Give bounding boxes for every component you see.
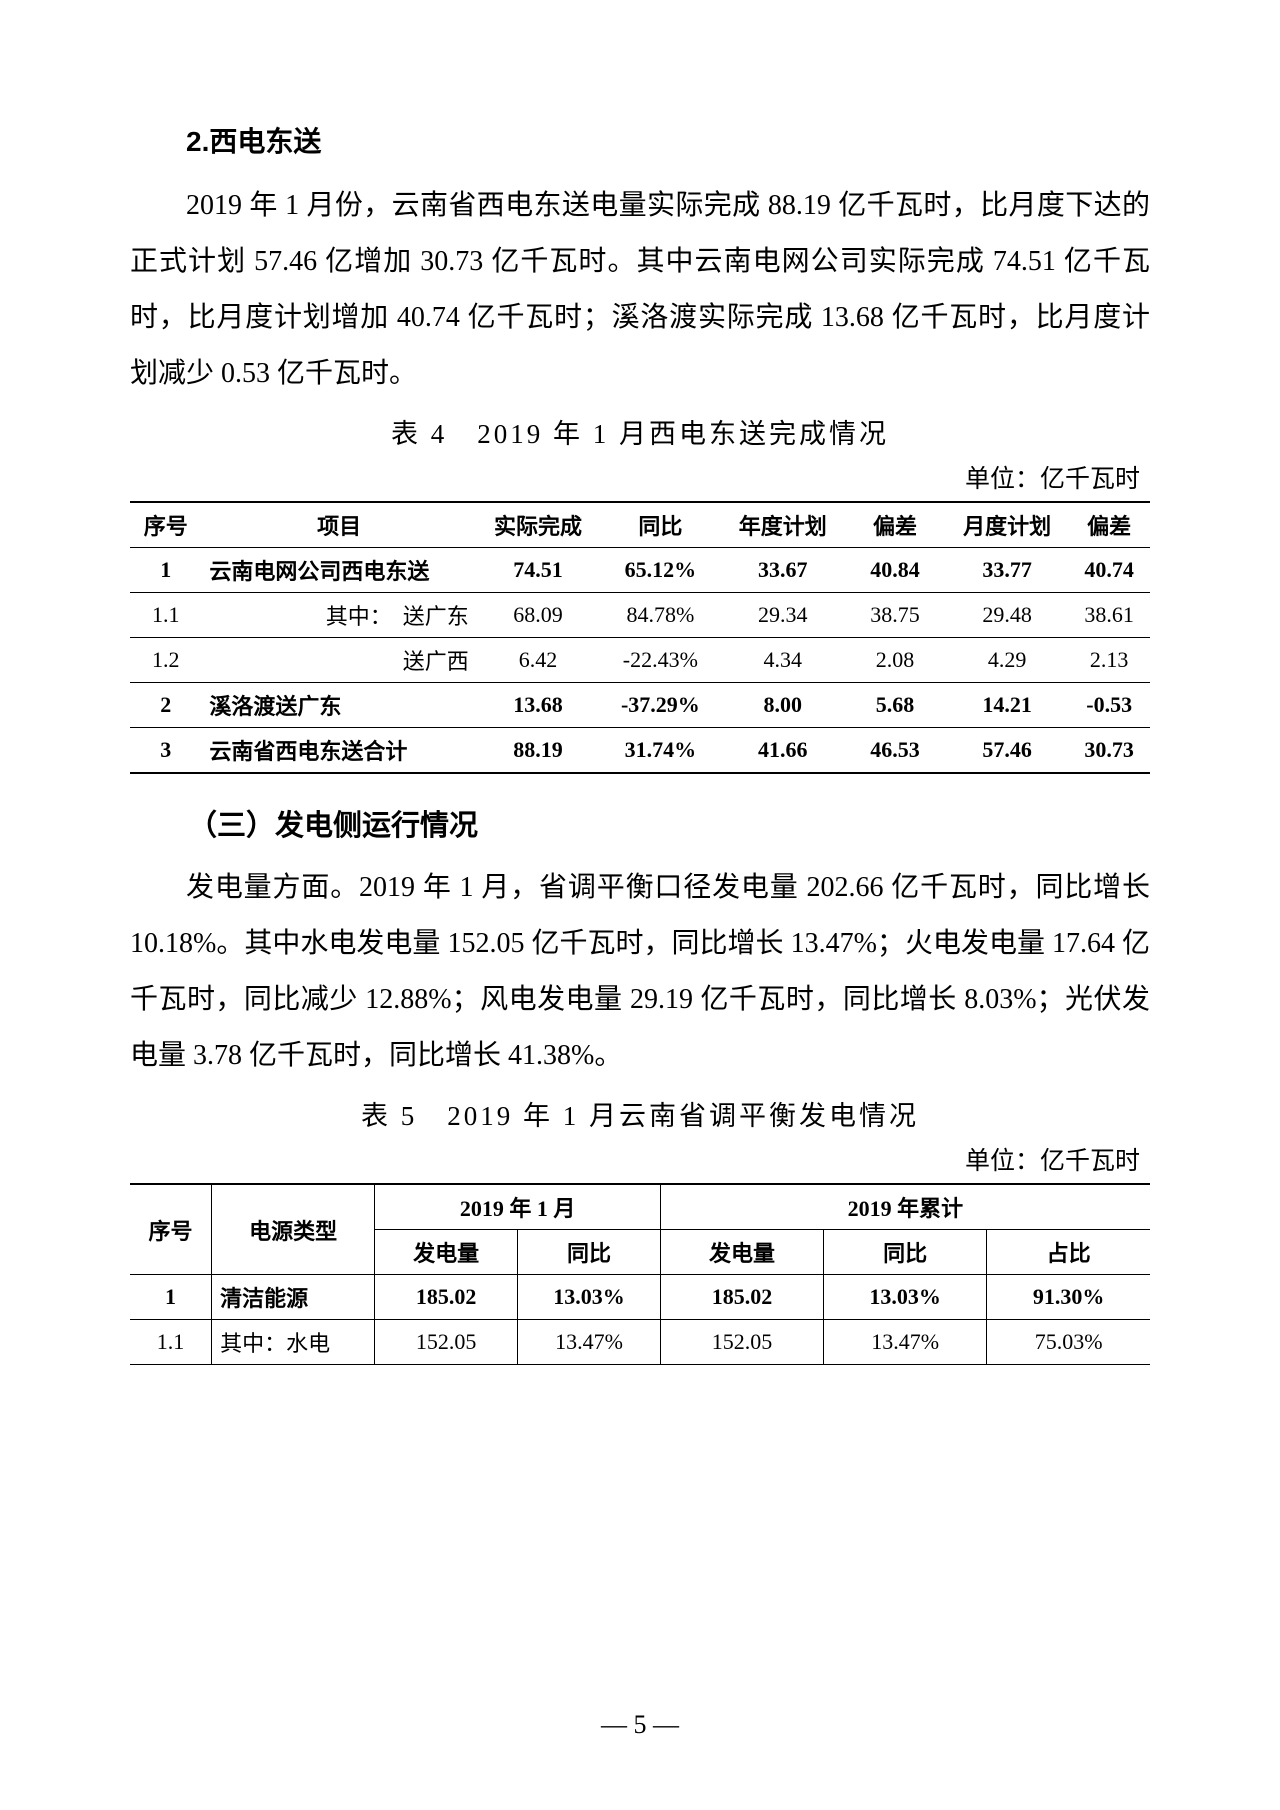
section-3-paragraph: 发电量方面。2019 年 1 月，省调平衡口径发电量 202.66 亿千瓦时，同… bbox=[130, 860, 1150, 1084]
table-cell: 13.47% bbox=[824, 1320, 987, 1365]
table-cell: 送广西 bbox=[201, 638, 476, 683]
table-row: 1.1其中： 送广东68.0984.78%29.3438.7529.4838.6… bbox=[130, 593, 1150, 638]
table5-caption: 表 5 2019 年 1 月云南省调平衡发电情况 bbox=[130, 1094, 1150, 1133]
table-cell: 4.34 bbox=[722, 638, 844, 683]
table-row: 1云南电网公司西电东送74.5165.12%33.6740.8433.7740.… bbox=[130, 548, 1150, 593]
table-cell: 33.77 bbox=[946, 548, 1068, 593]
table5-h-yoy1: 同比 bbox=[518, 1230, 661, 1275]
table-cell: 其中：水电 bbox=[212, 1320, 375, 1365]
table-cell: 其中： 送广东 bbox=[201, 593, 476, 638]
table5: 序号 电源类型 2019 年 1 月 2019 年累计 发电量 同比 发电量 同… bbox=[130, 1183, 1150, 1365]
table4: 序号 项目 实际完成 同比 年度计划 偏差 月度计划 偏差 1云南电网公司西电东… bbox=[130, 501, 1150, 774]
table-cell: 75.03% bbox=[987, 1320, 1150, 1365]
table-cell: 30.73 bbox=[1068, 728, 1150, 774]
table-cell: 5.68 bbox=[844, 683, 946, 728]
table-cell: 溪洛渡送广东 bbox=[201, 683, 476, 728]
table-cell: 68.09 bbox=[477, 593, 599, 638]
table-row: 1清洁能源185.0213.03%185.0213.03%91.30% bbox=[130, 1275, 1150, 1320]
table-row: 1.2送广西6.42-22.43%4.342.084.292.13 bbox=[130, 638, 1150, 683]
table-cell: 74.51 bbox=[477, 548, 599, 593]
table-cell: 13.03% bbox=[824, 1275, 987, 1320]
table4-h-yoy: 同比 bbox=[599, 502, 721, 548]
table5-h-type: 电源类型 bbox=[212, 1184, 375, 1275]
table-cell: 65.12% bbox=[599, 548, 721, 593]
table-cell: 清洁能源 bbox=[212, 1275, 375, 1320]
table-cell: 40.84 bbox=[844, 548, 946, 593]
table-cell: -0.53 bbox=[1068, 683, 1150, 728]
table-cell: 152.05 bbox=[660, 1320, 823, 1365]
table5-h-gen1: 发电量 bbox=[375, 1230, 518, 1275]
table-cell: 185.02 bbox=[375, 1275, 518, 1320]
table-cell: 13.68 bbox=[477, 683, 599, 728]
table4-h-actual: 实际完成 bbox=[477, 502, 599, 548]
section-3-title: （三）发电侧运行情况 bbox=[130, 802, 1150, 844]
table4-header-row: 序号 项目 实际完成 同比 年度计划 偏差 月度计划 偏差 bbox=[130, 502, 1150, 548]
table-cell: 3 bbox=[130, 728, 201, 774]
table-cell: 8.00 bbox=[722, 683, 844, 728]
table-cell: 14.21 bbox=[946, 683, 1068, 728]
table-cell: 云南电网公司西电东送 bbox=[201, 548, 476, 593]
page-number: — 5 — bbox=[0, 1710, 1280, 1740]
table5-h-ratio: 占比 bbox=[987, 1230, 1150, 1275]
table5-h-gen2: 发电量 bbox=[660, 1230, 823, 1275]
table-row: 1.1其中：水电152.0513.47%152.0513.47%75.03% bbox=[130, 1320, 1150, 1365]
table-cell: 40.74 bbox=[1068, 548, 1150, 593]
table-cell: 185.02 bbox=[660, 1275, 823, 1320]
table-cell: -22.43% bbox=[599, 638, 721, 683]
table-cell: -37.29% bbox=[599, 683, 721, 728]
table-cell: 31.74% bbox=[599, 728, 721, 774]
section-2-paragraph: 2019 年 1 月份，云南省西电东送电量实际完成 88.19 亿千瓦时，比月度… bbox=[130, 178, 1150, 402]
table-cell: 4.29 bbox=[946, 638, 1068, 683]
table-cell: 2.13 bbox=[1068, 638, 1150, 683]
table-cell: 1 bbox=[130, 1275, 212, 1320]
table4-unit: 单位：亿千瓦时 bbox=[130, 459, 1150, 495]
table5-h-yoy2: 同比 bbox=[824, 1230, 987, 1275]
table-cell: 云南省西电东送合计 bbox=[201, 728, 476, 774]
table-cell: 152.05 bbox=[375, 1320, 518, 1365]
table4-caption: 表 4 2019 年 1 月西电东送完成情况 bbox=[130, 412, 1150, 451]
table5-h-group2: 2019 年累计 bbox=[660, 1184, 1150, 1230]
table4-h-monthplan: 月度计划 bbox=[946, 502, 1068, 548]
table-cell: 2.08 bbox=[844, 638, 946, 683]
table4-h-dev1: 偏差 bbox=[844, 502, 946, 548]
table-cell: 57.46 bbox=[946, 728, 1068, 774]
table-cell: 2 bbox=[130, 683, 201, 728]
table-row: 2溪洛渡送广东13.68-37.29%8.005.6814.21-0.53 bbox=[130, 683, 1150, 728]
table4-h-proj: 项目 bbox=[201, 502, 476, 548]
table5-unit: 单位：亿千瓦时 bbox=[130, 1141, 1150, 1177]
table-cell: 33.67 bbox=[722, 548, 844, 593]
table-cell: 29.34 bbox=[722, 593, 844, 638]
table-cell: 6.42 bbox=[477, 638, 599, 683]
table-cell: 1.2 bbox=[130, 638, 201, 683]
table4-h-dev2: 偏差 bbox=[1068, 502, 1150, 548]
table-cell: 13.03% bbox=[518, 1275, 661, 1320]
table-cell: 84.78% bbox=[599, 593, 721, 638]
table-cell: 13.47% bbox=[518, 1320, 661, 1365]
table-cell: 1 bbox=[130, 548, 201, 593]
table-cell: 88.19 bbox=[477, 728, 599, 774]
table-cell: 29.48 bbox=[946, 593, 1068, 638]
table5-h-group1: 2019 年 1 月 bbox=[375, 1184, 661, 1230]
table5-header-row1: 序号 电源类型 2019 年 1 月 2019 年累计 bbox=[130, 1184, 1150, 1230]
table4-h-seq: 序号 bbox=[130, 502, 201, 548]
table-cell: 46.53 bbox=[844, 728, 946, 774]
table-cell: 91.30% bbox=[987, 1275, 1150, 1320]
table-row: 3云南省西电东送合计88.1931.74%41.6646.5357.4630.7… bbox=[130, 728, 1150, 774]
table-cell: 38.61 bbox=[1068, 593, 1150, 638]
table-cell: 1.1 bbox=[130, 1320, 212, 1365]
table5-h-seq: 序号 bbox=[130, 1184, 212, 1275]
table-cell: 41.66 bbox=[722, 728, 844, 774]
table-cell: 1.1 bbox=[130, 593, 201, 638]
table-cell: 38.75 bbox=[844, 593, 946, 638]
section-2-heading: 2.西电东送 bbox=[130, 120, 1150, 160]
table4-h-yearplan: 年度计划 bbox=[722, 502, 844, 548]
